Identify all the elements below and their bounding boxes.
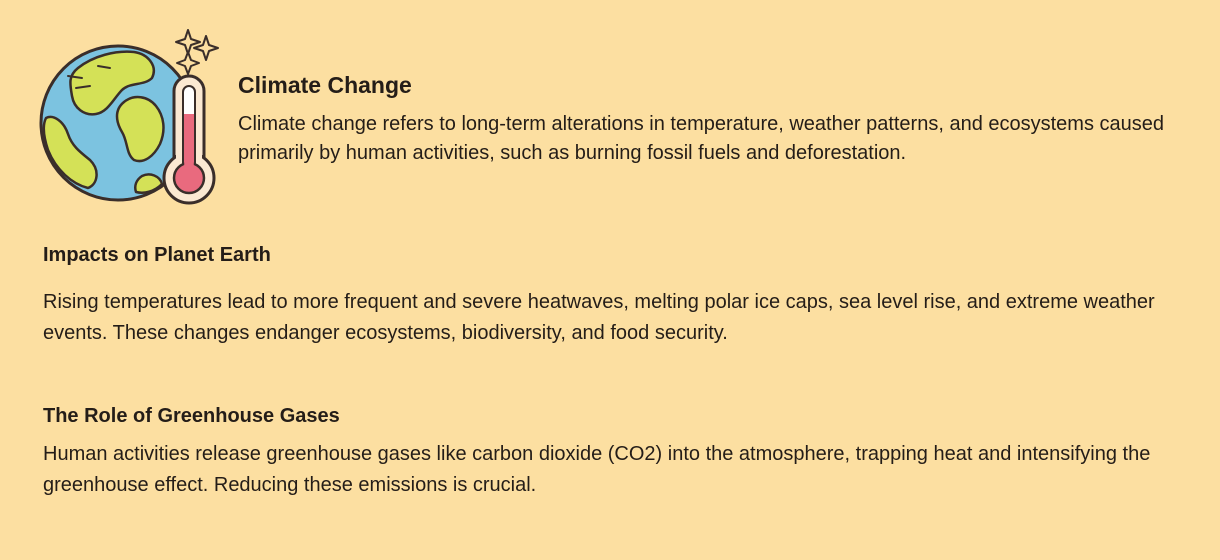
section-heading: Impacts on Planet Earth: [43, 244, 271, 266]
section-heading: The Role of Greenhouse Gases: [43, 405, 340, 427]
section-text: Human activities release greenhouse gase…: [43, 443, 1151, 496]
sparkle-icon: [193, 35, 219, 61]
thermometer-icon: [162, 74, 216, 205]
section-impacts: Impacts on Planet Earth Rising temperatu…: [43, 241, 1213, 349]
earth-thermometer-icon: [39, 29, 219, 205]
sparkle-icon: [176, 51, 200, 75]
section-greenhouse-gases: The Role of Greenhouse Gases Human activ…: [43, 402, 1213, 501]
page-title: Climate Change: [238, 72, 412, 98]
intro-block: Climate Change Climate change refers to …: [238, 70, 1208, 168]
intro-text: Climate change refers to long-term alter…: [238, 113, 1165, 164]
earth-globe: [39, 44, 197, 202]
sparkle-icon: [175, 29, 201, 55]
section-text: Rising temperatures lead to more frequen…: [43, 291, 1155, 344]
